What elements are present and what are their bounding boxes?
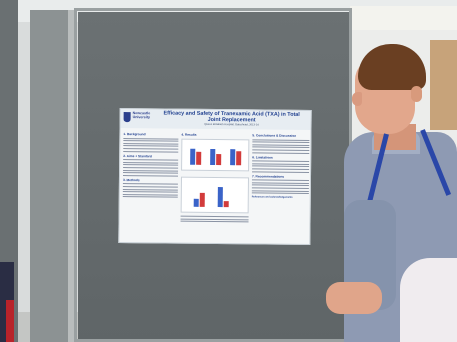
section-heading: 5. Conclusions & Discussion — [252, 133, 297, 138]
chart-bar — [223, 201, 229, 208]
section-heading: 3. Methods — [122, 177, 140, 182]
section-heading: 2. Aims + Standard — [123, 153, 152, 158]
pillar-edge — [68, 10, 76, 342]
section-heading: 6. Limitations — [252, 154, 273, 160]
background-panel — [430, 40, 457, 130]
chart-bar — [193, 198, 199, 207]
man-ear — [411, 86, 422, 102]
left-person-stripe — [6, 300, 14, 342]
poster-column-right: 5. Conclusions & Discussion 6. Limitatio… — [251, 131, 310, 241]
chart-bar — [216, 154, 222, 166]
chart-bar — [217, 187, 223, 208]
university-logo: Newcastle University — [123, 111, 154, 125]
section-body — [123, 159, 179, 177]
section-body — [252, 138, 310, 154]
left-wall — [0, 0, 18, 342]
chart-bar — [210, 148, 216, 166]
poster-column-left: 1. Background 2. Aims + Standard 3. Meth… — [122, 130, 179, 240]
research-poster: Newcastle University Efficacy and Safety… — [118, 107, 312, 246]
results-chart-bottom — [180, 176, 249, 214]
section-body — [252, 160, 310, 173]
section-heading: 7. Recommendations — [251, 173, 285, 179]
section-body — [122, 183, 178, 198]
man-hands — [326, 282, 382, 314]
chart-bar — [199, 192, 205, 207]
shield-icon — [123, 112, 131, 123]
foreground-person-shoulder — [400, 258, 457, 342]
window — [350, 6, 457, 32]
man-nose — [352, 92, 362, 106]
section-heading: References and Acknowledgements — [251, 195, 293, 199]
man-hair — [358, 44, 426, 90]
chart-bar — [190, 148, 196, 165]
poster-column-middle: 4. Results — [180, 131, 250, 241]
section-heading: 4. Results — [181, 132, 197, 137]
section-body — [123, 137, 179, 153]
logo-text: Newcastle University — [132, 111, 151, 120]
chart-bar — [236, 151, 242, 166]
results-text — [180, 215, 249, 223]
section-body — [251, 179, 309, 195]
results-chart-top — [181, 138, 250, 172]
section-heading: 1. Background — [123, 132, 146, 137]
chart-bar — [230, 149, 236, 166]
chart-bar — [196, 151, 202, 165]
